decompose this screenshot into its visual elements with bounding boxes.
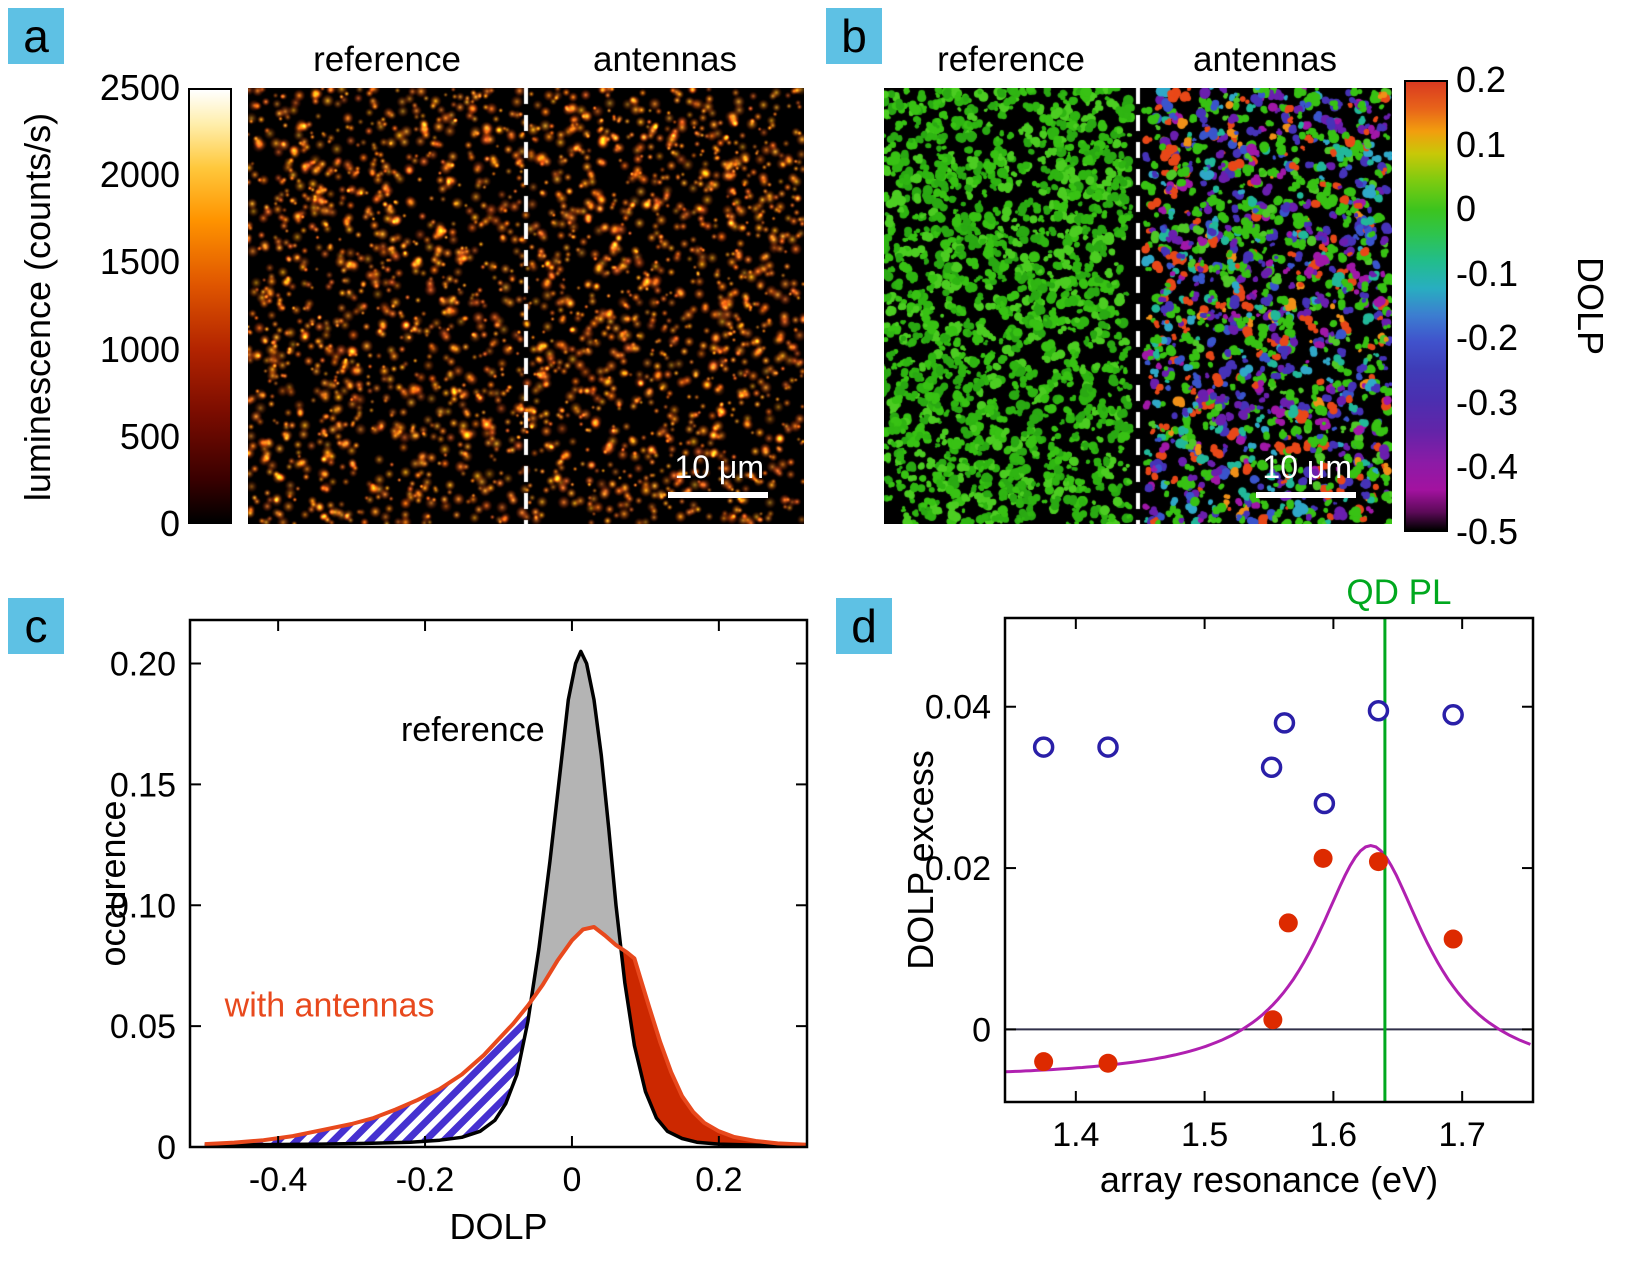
colorbar-tick-label: 2500 [99, 67, 180, 108]
y-tick-label: 0.04 [925, 689, 991, 727]
x-tick-label: 1.6 [1310, 1116, 1357, 1154]
colorbar-tick-label: 500 [119, 415, 180, 457]
open-data-point [1313, 792, 1336, 815]
colorbar-tick-label: 0 [159, 503, 180, 544]
dolp-histogram: -0.4 -0.2 0 0.200.050.100.150.20DOLPoccuren… [92, 618, 809, 1247]
open-data-point [1032, 736, 1055, 758]
open-data-point [1260, 756, 1283, 778]
negative-excess-hatch [204, 982, 534, 1146]
y-tick-label: 0.02 [925, 850, 991, 888]
annotation: reference [401, 711, 545, 749]
luminescence-image [248, 88, 804, 524]
filled-data-point [1443, 929, 1463, 949]
colorbar-tick-label: -0.4 [1456, 446, 1519, 488]
dolp-map: 10 μm [884, 88, 1392, 524]
axes-box [188, 618, 809, 1149]
luminescence-map: 10 μm [248, 88, 804, 524]
y-tick-label: 0.20 [110, 646, 176, 684]
x-tick-label: 0 [562, 1161, 581, 1199]
open-data-point [1273, 712, 1296, 734]
y-tick-label: 0.05 [110, 1008, 176, 1046]
x-tick-label: 1.5 [1181, 1116, 1228, 1154]
panel-b-scalebar [1256, 492, 1356, 498]
luminescence-colorbar [188, 88, 232, 524]
colorbar-tick-label: 1000 [99, 328, 180, 370]
dolp-excess-plot: QD PL 1.4 1.5 1.6 1.7 0 0.02 0.04 array resonanc… [900, 573, 1535, 1200]
colorbar-tick-label: 2000 [99, 154, 180, 196]
colorbar-tick-label: -0.5 [1456, 511, 1519, 552]
panel-a-axis-title: luminescence (counts/s) [17, 112, 58, 502]
panel-a-scalebar [668, 492, 768, 498]
x-axis-label: array resonance (eV) [1100, 1159, 1438, 1200]
panel-a-label: a [8, 8, 64, 64]
panel-d-label: d [836, 598, 892, 654]
colorbar-tick-label: -0.3 [1456, 381, 1519, 423]
colorbar-tick-label: -0.1 [1456, 252, 1519, 294]
annotation: with antennas [224, 986, 435, 1024]
y-tick-label: 0 [157, 1129, 176, 1167]
panel-b-scalebar-label: 10 μm [1262, 449, 1352, 485]
y-tick-label: 0.10 [110, 887, 176, 925]
panel-b-region-reference: reference [937, 40, 1085, 79]
panel-a-scalebar-label: 10 μm [674, 449, 764, 485]
colorbar-tick-label: 1500 [99, 241, 180, 283]
x-tick-label: -0.2 [396, 1161, 455, 1199]
lorentzian-fit-curve [1004, 843, 1531, 1074]
panel-a-region-reference: reference [313, 40, 461, 79]
colorbar-tick-label: 0.1 [1456, 123, 1507, 165]
filled-data-point [1263, 1010, 1283, 1030]
filled-data-point [1278, 913, 1298, 933]
panel-b-label: b [826, 8, 882, 64]
dolp-image [884, 88, 1392, 524]
luminescence-colorbar-ticks: 2500 2000 1500 1000 500 0 [58, 69, 180, 543]
colorbar-tick-label: -0.2 [1456, 317, 1519, 359]
x-tick-label: 0.2 [695, 1161, 742, 1199]
open-data-point [1097, 736, 1119, 758]
filled-data-point [1034, 1052, 1054, 1072]
colorbar-tick-label: 0.2 [1456, 59, 1507, 100]
filled-data-point [1098, 1053, 1118, 1073]
open-data-point [1367, 700, 1390, 722]
positive-excess-fill [619, 931, 807, 1146]
y-tick-label: 0.15 [110, 766, 176, 804]
y-axis-label: DOLP excess [900, 750, 941, 969]
y-tick-label: 0 [972, 1011, 991, 1049]
open-data-point [1442, 704, 1464, 726]
dolp-colorbar [1404, 80, 1448, 532]
filled-data-point [1368, 852, 1388, 872]
panel-b-region-antennas: antennas [1192, 40, 1338, 79]
dolp-colorbar-ticks: 0.2 0.1 0 -0.1 -0.2 -0.3 -0.4 -0.5 [1456, 61, 1576, 551]
colorbar-tick-label: 0 [1456, 188, 1477, 230]
filled-data-point [1313, 848, 1333, 868]
y-axis-label: occurence [92, 800, 133, 966]
x-axis-label: DOLP [449, 1206, 547, 1247]
reference-fill [533, 651, 619, 998]
x-tick-label: 1.4 [1052, 1116, 1099, 1154]
qd-pl-label: QD PL [1346, 573, 1451, 612]
panel-a-region-antennas: antennas [592, 40, 738, 79]
panel-b-axis-title: DOLP [1570, 256, 1611, 356]
antennas-curve [204, 925, 808, 1147]
x-tick-label: 1.7 [1439, 1116, 1486, 1154]
axes-box [1003, 616, 1535, 1104]
x-tick-label: -0.4 [249, 1161, 308, 1199]
panel-c-label: c [8, 598, 64, 654]
reference-curve [204, 649, 808, 1148]
